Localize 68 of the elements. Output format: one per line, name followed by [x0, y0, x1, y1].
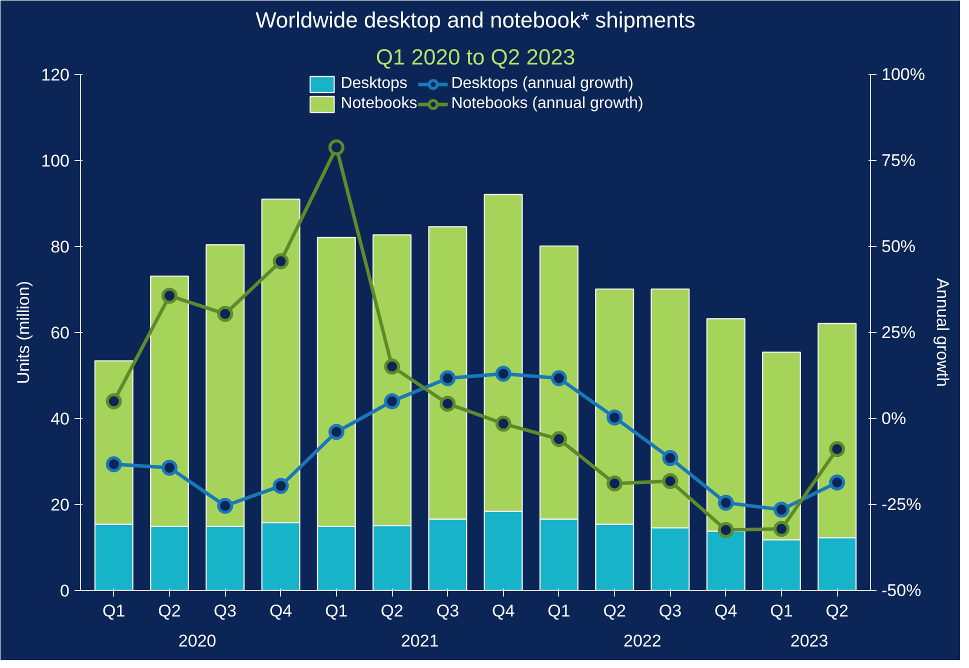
y2-tick-label: 25%	[882, 323, 916, 342]
x-tick-label: Q2	[603, 602, 626, 620]
legend-label: Notebooks	[340, 95, 418, 113]
chart-subtitle: Q1 2020 to Q2 2023	[376, 44, 576, 70]
text: 2021	[400, 632, 439, 650]
point	[328, 424, 344, 440]
point	[440, 370, 456, 386]
point	[718, 494, 734, 511]
y2-tick-label: 75%	[882, 151, 916, 170]
point	[662, 450, 678, 466]
point	[550, 370, 567, 386]
point	[106, 456, 122, 472]
point	[384, 358, 400, 375]
y2-tick-label: 0%	[882, 409, 906, 428]
text: 2022	[623, 632, 662, 650]
x-tick-label: Q2	[826, 602, 848, 620]
y-tick-label: 60	[50, 324, 70, 342]
y-tick-label: 40	[50, 410, 70, 428]
text: 2023	[790, 632, 828, 650]
point	[217, 498, 234, 514]
point	[662, 473, 678, 490]
y-tick-label: 100	[41, 152, 70, 170]
y2-tick-label: 50%	[882, 237, 916, 256]
point	[272, 253, 289, 270]
y2-axis-title: Annual growth	[932, 278, 952, 387]
x-tick-label: Q1	[548, 602, 570, 620]
point	[606, 476, 623, 492]
x-tick-label: Q1	[102, 602, 126, 620]
x-tick-label: Q2	[158, 602, 181, 620]
legend-label: Desktops	[340, 75, 408, 93]
x-tick-label: Q4	[269, 602, 292, 620]
point	[217, 306, 234, 322]
x-tick-label: Q3	[658, 602, 682, 620]
y-tick-label: 20	[50, 496, 70, 514]
legend-label: Desktops (annual growth)	[451, 75, 634, 93]
x-tick-label: Q3	[436, 602, 460, 620]
point	[106, 393, 122, 410]
point	[384, 393, 400, 410]
y-tick-label: 120	[41, 66, 70, 84]
point	[495, 366, 512, 382]
point	[550, 431, 567, 448]
x-tick-label: Q1	[325, 602, 348, 620]
x-tick-label: Q4	[492, 602, 515, 620]
point	[718, 522, 734, 538]
point	[829, 441, 846, 458]
y2-tick-label: 100%	[882, 65, 925, 84]
point	[829, 474, 846, 490]
point	[328, 139, 344, 156]
x-tick-label: Q2	[380, 602, 404, 620]
y2-tick-label: -50%	[882, 581, 922, 600]
text: 2020	[178, 632, 216, 650]
point	[162, 460, 178, 476]
x-tick-label: Q4	[714, 602, 738, 620]
point	[606, 409, 623, 426]
point	[773, 520, 790, 537]
point	[272, 478, 289, 494]
y-axis-title: Units (million)	[14, 281, 34, 384]
y-tick-label: 0	[60, 582, 70, 600]
point	[162, 288, 178, 304]
point	[773, 502, 790, 518]
chart-title: Worldwide desktop and notebook* shipments	[256, 8, 696, 32]
y-tick-label: 80	[50, 238, 70, 256]
x-tick-label: Q3	[214, 602, 236, 620]
legend-label: Notebooks (annual growth)	[451, 95, 644, 113]
point	[495, 416, 512, 432]
y2-tick-label: -25%	[882, 495, 922, 514]
x-tick-label: Q1	[770, 602, 793, 620]
point	[440, 396, 456, 412]
